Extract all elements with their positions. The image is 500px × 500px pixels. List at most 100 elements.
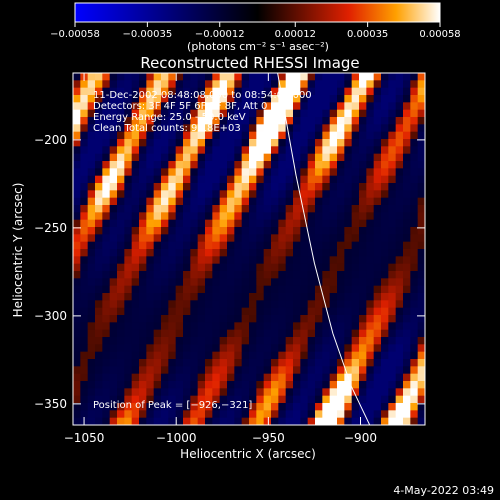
heatmap-cell — [212, 388, 221, 397]
heatmap-cell — [109, 322, 118, 331]
heatmap-cell — [183, 388, 191, 397]
heatmap-cells — [73, 73, 425, 425]
heatmap-cell — [307, 373, 316, 382]
heatmap-cell — [381, 285, 389, 294]
heatmap-cell — [366, 351, 375, 360]
heatmap-cell — [124, 322, 133, 331]
heatmap-cell — [212, 315, 221, 323]
heatmap-cell — [315, 366, 323, 375]
heatmap-cell — [373, 102, 382, 111]
heatmap-cell — [403, 102, 411, 111]
heatmap-cell — [146, 388, 155, 397]
heatmap-cell — [219, 293, 228, 301]
heatmap-cell — [344, 337, 353, 345]
heatmap-cell — [373, 322, 382, 331]
heatmap-cell — [263, 139, 272, 147]
heatmap-cell — [241, 388, 250, 397]
heatmap-cell — [234, 293, 243, 301]
heatmap-cell — [329, 95, 338, 103]
heatmap-cell — [109, 256, 118, 265]
heatmap-cell — [109, 351, 118, 360]
heatmap-cell — [337, 315, 345, 323]
heatmap-cell — [80, 351, 89, 360]
heatmap-cell — [307, 153, 316, 162]
heatmap-cell — [307, 366, 316, 375]
heatmap-cell — [73, 227, 81, 235]
heatmap-cell — [124, 161, 133, 169]
heatmap-cell — [117, 381, 125, 389]
heatmap-cell — [329, 381, 338, 389]
heatmap-cell — [344, 168, 353, 177]
heatmap-cell — [410, 168, 419, 177]
heatmap-cell — [219, 73, 228, 81]
heatmap-cell — [359, 190, 367, 199]
heatmap-cell — [80, 403, 89, 411]
heatmap-cell — [351, 227, 360, 235]
heatmap-cell — [80, 234, 89, 243]
heatmap-cell — [256, 359, 265, 367]
heatmap-cell — [315, 131, 323, 140]
heatmap-cell — [403, 307, 411, 316]
heatmap-cell — [241, 315, 250, 323]
heatmap-cell — [329, 190, 338, 199]
heatmap-cell — [87, 263, 96, 272]
heatmap-cell — [381, 227, 389, 235]
heatmap-cell — [190, 271, 199, 279]
heatmap-cell — [395, 315, 404, 323]
heatmap-cell — [359, 351, 367, 360]
heatmap-cell — [80, 139, 89, 147]
heatmap-cell — [278, 395, 287, 404]
heatmap-cell — [256, 109, 265, 118]
heatmap-cell — [300, 241, 309, 250]
heatmap-cell — [95, 293, 103, 301]
heatmap-cell — [373, 153, 382, 162]
heatmap-cell — [417, 139, 425, 147]
heatmap-cell — [241, 102, 250, 111]
heatmap-cell — [227, 227, 235, 235]
heatmap-cell — [197, 263, 206, 272]
heatmap-cell — [219, 87, 228, 96]
heatmap-cell — [417, 124, 425, 133]
heatmap-cell — [197, 351, 206, 360]
heatmap-cell — [329, 131, 338, 140]
heatmap-cell — [80, 190, 89, 199]
heatmap-cell — [403, 234, 411, 243]
heatmap-cell — [183, 395, 191, 404]
heatmap-cell — [307, 410, 316, 419]
heatmap-cell — [212, 322, 221, 331]
heatmap-cell — [344, 241, 353, 250]
heatmap-cell — [73, 219, 81, 228]
heatmap-cell — [351, 95, 360, 103]
heatmap-cell — [395, 234, 404, 243]
heatmap-cell — [117, 315, 125, 323]
heatmap-cell — [197, 219, 206, 228]
heatmap-cell — [197, 249, 206, 257]
heatmap-cell — [417, 344, 425, 353]
heatmap-cell — [249, 322, 257, 331]
heatmap-cell — [271, 249, 279, 257]
heatmap-cell — [344, 293, 353, 301]
heatmap-cell — [183, 249, 191, 257]
heatmap-cell — [278, 183, 287, 191]
heatmap-cell — [388, 190, 397, 199]
heatmap-cell — [256, 300, 265, 309]
heatmap-cell — [190, 249, 199, 257]
heatmap-cell — [395, 197, 404, 206]
heatmap-cell — [146, 410, 155, 419]
heatmap-cell — [109, 183, 118, 191]
heatmap-cell — [183, 403, 191, 411]
heatmap-cell — [351, 256, 360, 265]
heatmap-cell — [190, 322, 199, 331]
heatmap-cell — [285, 190, 294, 199]
heatmap-cell — [219, 307, 228, 316]
heatmap-cell — [109, 329, 118, 338]
heatmap-cell — [234, 337, 243, 345]
heatmap-cell — [227, 329, 235, 338]
heatmap-cell — [168, 87, 177, 96]
heatmap-cell — [381, 366, 389, 375]
heatmap-cell — [87, 234, 96, 243]
heatmap-cell — [153, 337, 162, 345]
heatmap-cell — [139, 109, 147, 118]
heatmap-cell — [190, 344, 199, 353]
heatmap-cell — [307, 146, 316, 155]
